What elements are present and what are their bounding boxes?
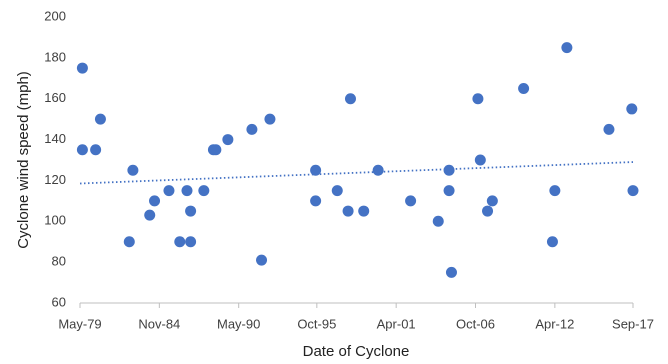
point [443, 164, 455, 176]
point [358, 205, 370, 217]
point [486, 195, 498, 207]
point [482, 205, 494, 217]
y-tick-label: 200 [44, 8, 66, 23]
point [264, 113, 276, 125]
point [627, 185, 639, 197]
point [549, 185, 561, 197]
point [344, 93, 356, 105]
point [310, 195, 322, 207]
point [445, 266, 457, 278]
point [603, 123, 615, 135]
point [198, 185, 210, 197]
x-tick-label: Oct-95 [297, 316, 336, 331]
point [149, 195, 161, 207]
y-tick-label: 160 [44, 90, 66, 105]
point [310, 164, 322, 176]
point [372, 164, 384, 176]
y-tick-label: 120 [44, 172, 66, 187]
point [123, 236, 135, 248]
point [472, 93, 484, 105]
point [561, 42, 573, 54]
point [222, 134, 234, 146]
x-tick-label: Apr-12 [535, 316, 574, 331]
point [546, 236, 558, 248]
point [174, 236, 186, 248]
x-tick-label: Apr-01 [377, 316, 416, 331]
point [144, 209, 156, 221]
y-tick-label: 100 [44, 213, 66, 228]
point [518, 83, 530, 94]
y-axis-title: Cyclone wind speed (mph) [15, 71, 32, 249]
x-tick-label: May-79 [58, 316, 101, 331]
x-tick-label: Oct-06 [456, 316, 495, 331]
y-tick-label: 180 [44, 49, 66, 64]
point [432, 215, 444, 227]
point [76, 62, 88, 74]
point [94, 113, 106, 125]
point [626, 103, 638, 115]
point [474, 154, 486, 166]
point [127, 164, 139, 176]
x-axis-title: Date of Cyclone [303, 343, 410, 360]
x-tick-label: Sep-17 [612, 316, 654, 331]
point [76, 144, 88, 156]
point [443, 185, 455, 197]
point [163, 185, 175, 197]
point [405, 195, 417, 207]
point [246, 123, 258, 135]
point [185, 236, 197, 248]
point [185, 205, 197, 217]
x-tick-label: Nov-84 [138, 316, 180, 331]
y-tick-label: 140 [44, 131, 66, 146]
trendline [79, 161, 634, 185]
point [331, 185, 343, 197]
x-tick-label: May-90 [217, 316, 260, 331]
point [181, 185, 193, 197]
point [342, 205, 354, 217]
y-tick-label: 80 [52, 254, 66, 269]
point [256, 254, 268, 266]
point [210, 144, 222, 156]
point [90, 144, 102, 156]
y-tick-label: 60 [52, 294, 66, 309]
